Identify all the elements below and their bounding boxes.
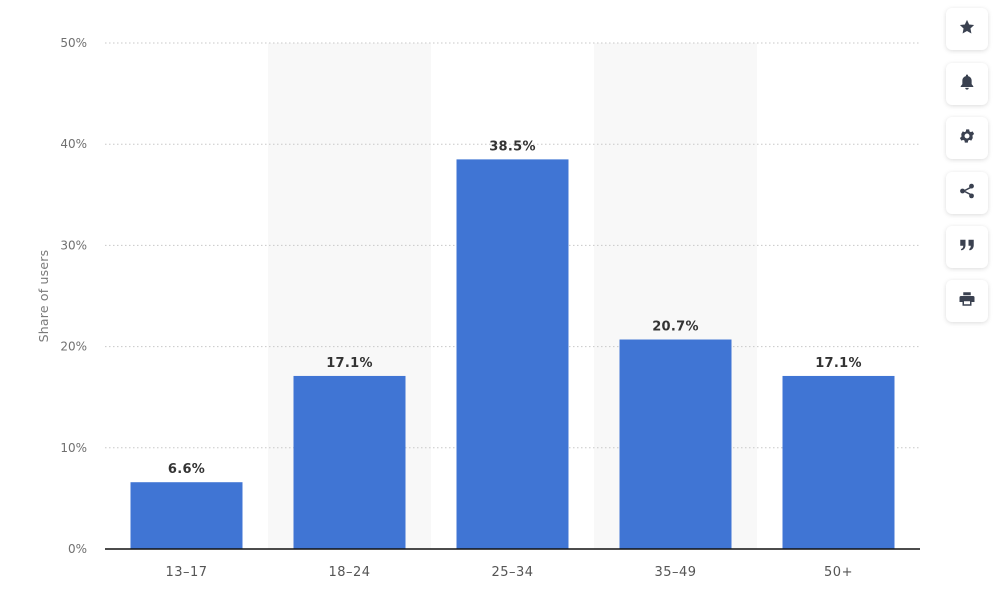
bar	[293, 375, 406, 549]
data-label: 6.6%	[168, 462, 205, 477]
y-tick-label: 20%	[60, 340, 87, 354]
bar-chart: 0% 10% 20% 30% 40% 50% 6.6% 13–17 17.1% 18–24 38.5…	[36, 36, 920, 580]
notification-button[interactable]	[946, 63, 988, 105]
star-icon	[958, 18, 976, 40]
y-tick-label: 30%	[60, 238, 87, 252]
cite-button[interactable]	[946, 226, 988, 268]
x-tick-label: 18–24	[328, 565, 370, 580]
x-tick-label: 25–34	[491, 565, 533, 580]
bar	[782, 375, 895, 549]
bar	[619, 339, 732, 549]
gear-icon	[958, 127, 976, 149]
print-icon	[958, 290, 976, 312]
data-label: 38.5%	[489, 139, 536, 154]
bar	[456, 159, 569, 549]
print-button[interactable]	[946, 280, 988, 322]
quote-icon	[958, 236, 976, 258]
x-tick-label: 50+	[824, 565, 853, 580]
y-tick-label: 50%	[60, 36, 87, 50]
share-button[interactable]	[946, 172, 988, 214]
settings-button[interactable]	[946, 117, 988, 159]
y-tick-label: 10%	[60, 441, 87, 455]
share-icon	[958, 182, 976, 204]
bar	[130, 482, 243, 549]
data-label: 20.7%	[652, 320, 699, 335]
x-tick-label: 13–17	[165, 565, 207, 580]
x-tick-label: 35–49	[654, 565, 696, 580]
data-label: 17.1%	[326, 356, 373, 371]
y-tick-label: 40%	[60, 137, 87, 151]
y-tick-label: 0%	[68, 542, 87, 556]
data-label: 17.1%	[815, 356, 862, 371]
chart-svg: 0% 10% 20% 30% 40% 50% 6.6% 13–17 17.1% 18–24 38.5…	[36, 36, 920, 580]
bell-icon	[958, 73, 976, 95]
y-axis-label: Share of users	[36, 250, 51, 343]
favorite-button[interactable]	[946, 8, 988, 50]
